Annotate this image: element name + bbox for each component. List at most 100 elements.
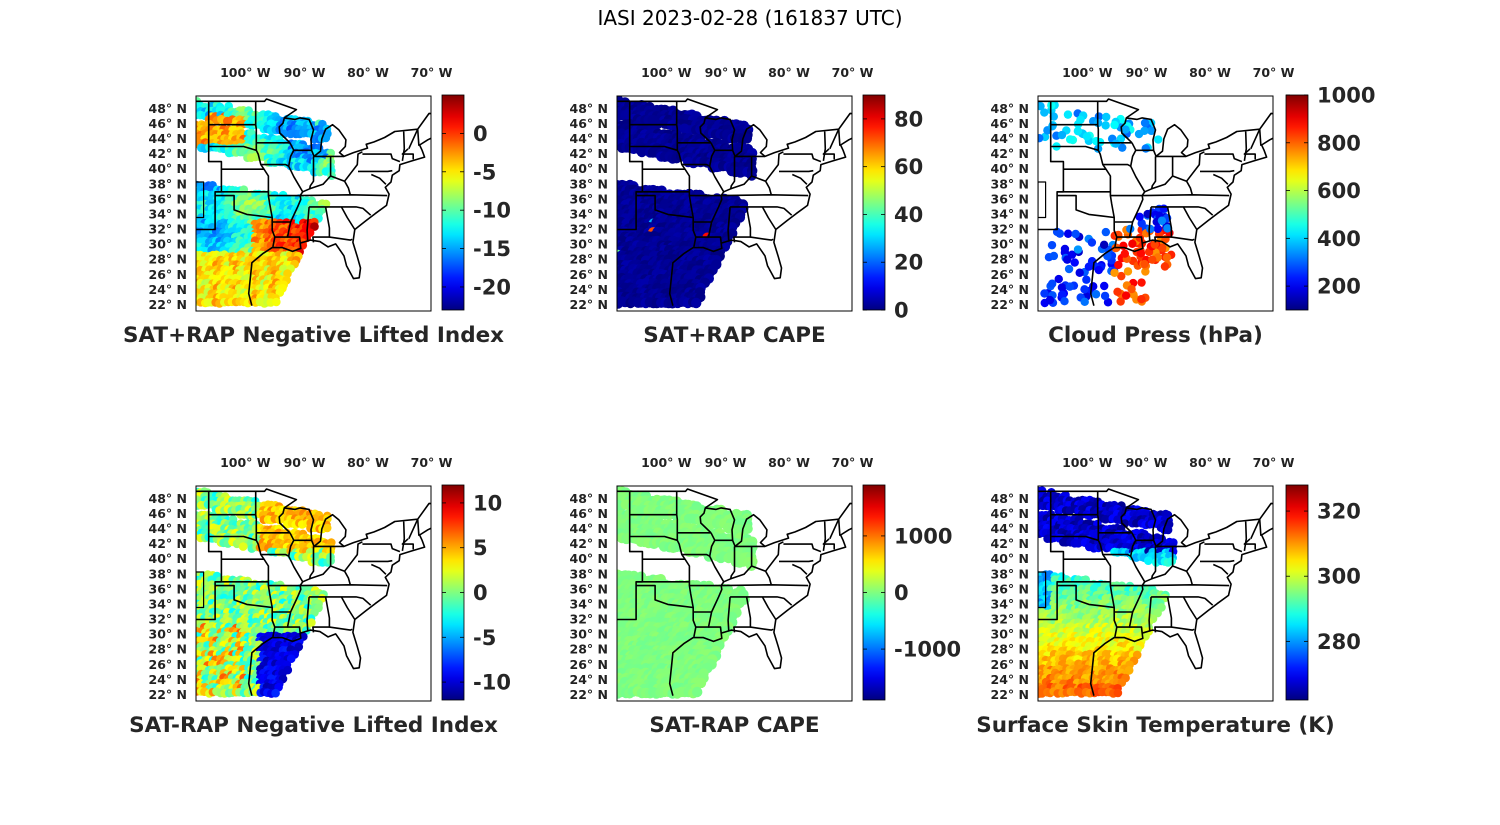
lat-label: 30° N bbox=[991, 627, 1029, 642]
state-border bbox=[1129, 626, 1143, 634]
lon-label: 80° W bbox=[768, 65, 810, 80]
colorbar-tick-label: 10 bbox=[473, 491, 502, 515]
state-border bbox=[1057, 584, 1115, 609]
state-border bbox=[1200, 169, 1235, 173]
state-border bbox=[306, 206, 310, 242]
lat-label: 42° N bbox=[991, 146, 1029, 161]
state-border bbox=[1144, 156, 1157, 193]
state-border bbox=[300, 194, 388, 197]
state-border bbox=[401, 131, 406, 162]
lon-label: 90° W bbox=[284, 65, 326, 80]
lon-label: 90° W bbox=[705, 65, 747, 80]
lat-label: 26° N bbox=[149, 267, 187, 282]
lat-label: 42° N bbox=[570, 146, 608, 161]
state-border bbox=[750, 626, 774, 631]
lat-label: 34° N bbox=[570, 596, 608, 611]
state-border bbox=[401, 538, 414, 550]
state-border bbox=[343, 151, 363, 182]
lon-label: 70° W bbox=[411, 65, 453, 80]
colorbar-tick-label: 600 bbox=[1317, 179, 1361, 203]
lat-label: 46° N bbox=[991, 506, 1029, 521]
colorbar-tick-label: 80 bbox=[894, 107, 923, 131]
state-border bbox=[675, 101, 697, 248]
panel-title: SAT-RAP Negative Lifted Index bbox=[129, 713, 498, 738]
lat-label: 28° N bbox=[991, 642, 1029, 657]
state-border bbox=[408, 128, 419, 150]
lat-label: 38° N bbox=[570, 176, 608, 191]
lon-label: 100° W bbox=[1062, 65, 1113, 80]
map-frame bbox=[1037, 485, 1274, 702]
map-data-layer bbox=[1038, 486, 1178, 698]
lat-label: 36° N bbox=[570, 581, 608, 596]
state-border bbox=[751, 175, 773, 196]
colorbar-ramp bbox=[1285, 94, 1309, 311]
state-border bbox=[708, 555, 725, 587]
lat-label: 32° N bbox=[570, 222, 608, 237]
lat-label: 36° N bbox=[570, 191, 608, 206]
colorbar-tick-label: 300 bbox=[1317, 565, 1361, 589]
state-border bbox=[1212, 563, 1229, 575]
colorbar-tick-label: 5 bbox=[473, 536, 488, 560]
lat-label: 28° N bbox=[991, 252, 1029, 267]
state-border bbox=[1243, 148, 1256, 160]
lat-label: 38° N bbox=[149, 176, 187, 191]
lon-label: 80° W bbox=[1189, 455, 1231, 470]
lat-label: 26° N bbox=[570, 267, 608, 282]
lat-label: 22° N bbox=[149, 687, 187, 702]
state-border bbox=[278, 117, 291, 144]
lon-label: 100° W bbox=[220, 65, 271, 80]
colorbar-tick-label: 400 bbox=[1317, 227, 1361, 251]
lat-label: 40° N bbox=[991, 161, 1029, 176]
state-border bbox=[764, 541, 784, 572]
state-border bbox=[260, 142, 295, 167]
colorbar-tick-label: 40 bbox=[894, 203, 923, 227]
state-border bbox=[215, 584, 273, 609]
coastline bbox=[1038, 98, 1273, 306]
state-border bbox=[779, 559, 814, 563]
state-border bbox=[208, 145, 257, 152]
lon-label: 70° W bbox=[1253, 65, 1295, 80]
lat-label: 42° N bbox=[991, 536, 1029, 551]
state-border bbox=[1050, 145, 1099, 152]
state-border bbox=[254, 101, 276, 248]
lat-label: 30° N bbox=[149, 237, 187, 252]
colorbar-tick-label: -10 bbox=[473, 671, 511, 695]
coastline bbox=[1038, 488, 1273, 696]
lat-label: 24° N bbox=[149, 672, 187, 687]
lat-label: 26° N bbox=[149, 657, 187, 672]
state-border bbox=[750, 236, 774, 241]
state-border bbox=[1148, 596, 1152, 632]
state-border bbox=[358, 169, 393, 173]
lat-label: 30° N bbox=[570, 237, 608, 252]
state-border bbox=[1151, 596, 1214, 606]
state-border bbox=[343, 541, 363, 572]
lon-label: 100° W bbox=[641, 455, 692, 470]
state-border bbox=[822, 521, 827, 552]
state-border bbox=[1258, 129, 1262, 146]
state-border bbox=[1129, 555, 1146, 587]
state-border bbox=[208, 535, 257, 542]
lon-label: 90° W bbox=[1126, 65, 1168, 80]
lat-label: 24° N bbox=[991, 672, 1029, 687]
lat-label: 40° N bbox=[149, 551, 187, 566]
coastline bbox=[617, 488, 852, 696]
map-panel-cloud-press: 100° W 90° W 80° W 70° W 48° N46° N44° N42° … bbox=[991, 65, 1295, 348]
lon-label: 70° W bbox=[832, 65, 874, 80]
state-border bbox=[1120, 117, 1133, 144]
state-border bbox=[362, 543, 401, 553]
state-border bbox=[1250, 128, 1261, 150]
state-border bbox=[287, 626, 301, 634]
state-borders bbox=[196, 98, 431, 306]
state-border bbox=[302, 156, 315, 193]
lat-label: 40° N bbox=[570, 161, 608, 176]
lat-label: 36° N bbox=[991, 191, 1029, 206]
lat-label: 38° N bbox=[570, 566, 608, 581]
map-panel-sat-rap-plus-cape: 100° W 90° W 80° W 70° W 48° N46° N44° N42° … bbox=[570, 65, 874, 348]
state-border bbox=[330, 565, 352, 586]
lon-label: 70° W bbox=[832, 455, 874, 470]
state-border bbox=[675, 491, 697, 638]
colorbar-tick-label: -1000 bbox=[894, 638, 961, 662]
state-border bbox=[1172, 565, 1194, 586]
state-border bbox=[699, 507, 712, 534]
lat-label: 32° N bbox=[149, 612, 187, 627]
